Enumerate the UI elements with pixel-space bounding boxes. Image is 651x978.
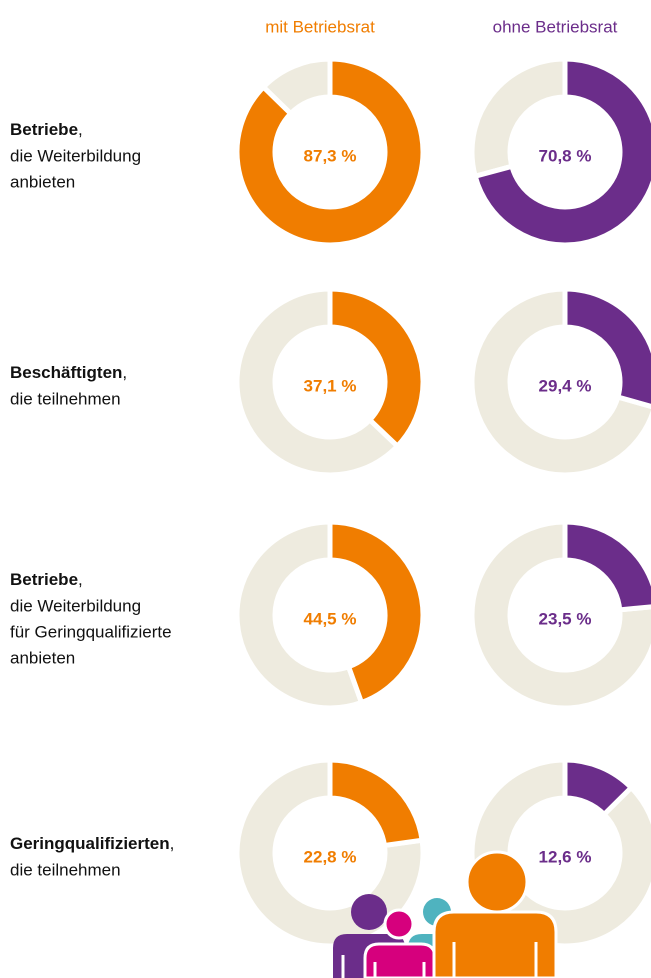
row-label-bold: Betriebe [10, 570, 78, 589]
person-head [383, 908, 415, 940]
value-label: 37,1 % [304, 376, 357, 395]
donut-segment [562, 519, 651, 613]
legend-label: ohne Betriebsrat [493, 17, 618, 36]
row-label-suffix: , [122, 363, 127, 382]
row-label-line: die teilnehmen [10, 860, 121, 879]
donut-segment [472, 56, 651, 248]
row-label: Betriebe, [10, 570, 83, 589]
person-head [351, 894, 387, 930]
row-label-line: anbieten [10, 172, 75, 191]
donut-track [234, 286, 401, 478]
row-label-line: für Geringqualifizierte [10, 622, 172, 641]
row-label-line: die teilnehmen [10, 389, 121, 408]
row-label-line: anbieten [10, 648, 75, 667]
row-label-bold: Betriebe [10, 120, 78, 139]
value-label: 70,8 % [539, 146, 592, 165]
person-head [465, 850, 529, 914]
legend-label: mit Betriebsrat [265, 17, 375, 36]
row-label-suffix: , [78, 120, 83, 139]
donut-segment [234, 56, 426, 248]
donut-track [469, 519, 651, 711]
row-label-suffix: , [170, 834, 175, 853]
value-label: 22,8 % [304, 847, 357, 866]
row-label-suffix: , [78, 570, 83, 589]
donut-segment [562, 757, 635, 818]
people-illustration [333, 850, 558, 978]
value-label: 23,5 % [539, 609, 592, 628]
person-body [432, 910, 558, 978]
donut-area: mit Betriebsrat 87,3 % 37,1 % 44,5 % 22,8 % o… [10, 17, 651, 949]
donut-segment [327, 286, 426, 450]
row-label: Beschäftigten, [10, 363, 127, 382]
value-label: 44,5 % [304, 609, 357, 628]
value-label: 87,3 % [304, 146, 357, 165]
donut-segment [562, 286, 651, 409]
donut-track [469, 56, 568, 180]
donut-track [469, 286, 651, 478]
row-label: Betriebe, [10, 120, 83, 139]
row-label-line: die Weiterbildung [10, 596, 141, 615]
donut-segment [327, 757, 425, 849]
row-label: Geringqualifizierten, [10, 834, 174, 853]
value-label: 12,6 % [539, 847, 592, 866]
value-label: 29,4 % [539, 376, 592, 395]
donut-segment [327, 519, 426, 706]
row-label-bold: Geringqualifizierten [10, 834, 170, 853]
donut-track [234, 519, 365, 711]
row-label-line: die Weiterbildung [10, 146, 141, 165]
row-label-bold: Beschäftigten [10, 363, 122, 382]
